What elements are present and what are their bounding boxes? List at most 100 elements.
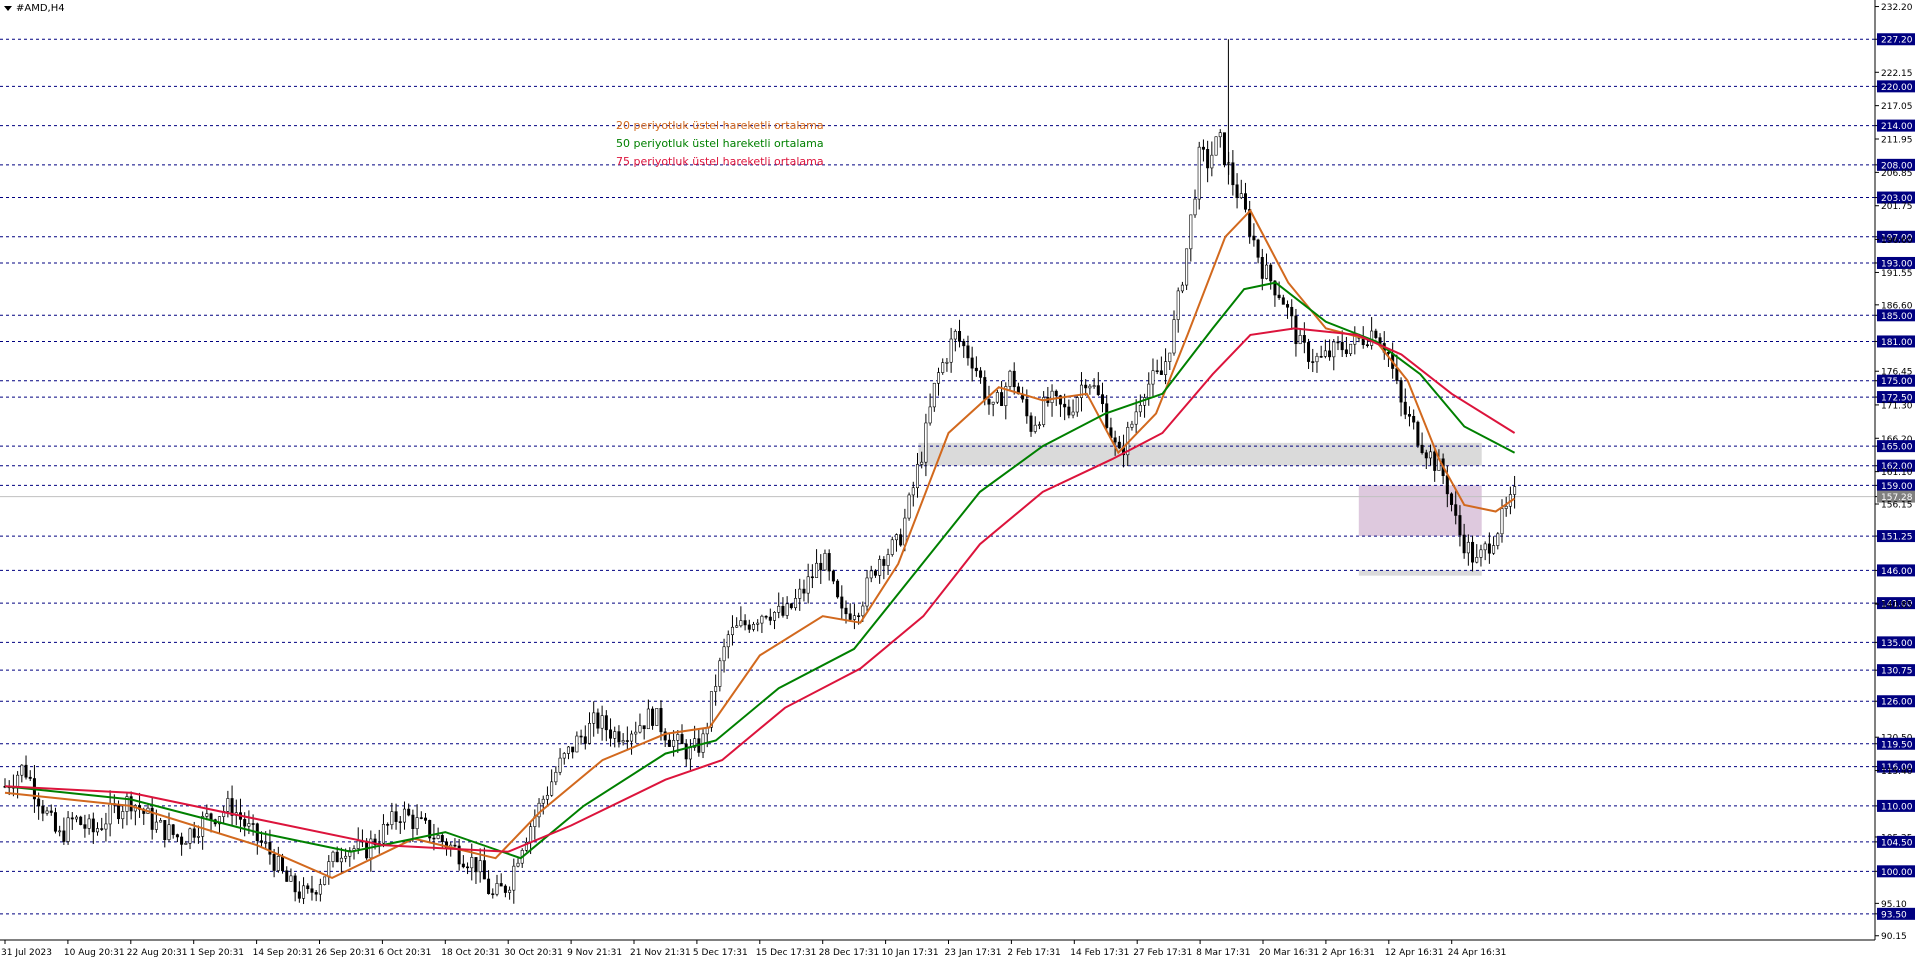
candle-body [840,596,844,609]
candle-body [1159,370,1163,375]
candle [1218,129,1222,148]
price-tick-label: 208.00 [1881,161,1913,171]
chart-title[interactable]: #AMD,H4 [4,3,65,14]
price-tick-label: 214.00 [1881,122,1913,132]
candle-body [398,821,402,823]
candle-body [499,883,503,887]
candle [159,817,163,823]
candle-body [45,810,49,814]
candle-body [604,715,608,731]
candle-body [869,570,873,579]
candle [621,733,625,746]
price-label-bg [1877,391,1915,404]
candle-body [276,856,280,871]
candle [1092,378,1096,389]
chevron-down-icon[interactable] [4,6,12,11]
price-label-bg [1877,256,1915,269]
candle [1458,505,1462,547]
candle-body [1113,437,1117,443]
price-label-bg [1877,597,1915,610]
candle [1113,430,1117,456]
candle [995,389,999,404]
candle [512,858,516,904]
candle [1231,150,1235,196]
price-label-bg [1877,80,1915,93]
price-label-bg [1877,737,1915,750]
candle [1407,406,1411,427]
price-tick-label: 203.00 [1881,194,1913,204]
candle-body [411,814,415,830]
price-tick-label: 100.00 [1881,868,1913,878]
candle-body [524,841,528,851]
candle [894,533,898,552]
candle [562,751,566,765]
candle [41,800,45,822]
candle-body [1479,549,1483,558]
candle [579,729,583,745]
candle-body [87,818,91,829]
candle-body [802,588,806,594]
candle-body [566,746,570,754]
candle-body [878,559,882,576]
candle [407,803,411,817]
candle [1302,322,1306,354]
candle-body [373,838,377,846]
candle-body [264,842,268,844]
candle-body [1071,411,1075,416]
candle [285,866,289,882]
candle [1496,532,1500,550]
candle [924,413,928,477]
candle-body [1033,424,1037,432]
price-label-bg [1877,374,1915,387]
candle-body [1155,370,1159,373]
candle-body [1349,343,1353,354]
candle-body [949,338,953,363]
candle-body [592,712,596,724]
price-tick-label: 135.00 [1881,639,1913,649]
candle-body [646,708,650,730]
candle [1428,444,1432,466]
candle [1365,339,1369,348]
price-label-bg [1877,158,1915,171]
candle-body [1492,545,1496,554]
ema-layer [4,208,1516,879]
candle [768,608,772,626]
candle-body [432,837,436,840]
candle-body [974,367,978,372]
price-label-bg [1877,865,1915,878]
candle [411,809,415,842]
candle [949,327,953,373]
candle-body [1273,280,1277,296]
candle-body [1092,385,1096,387]
candle-body [684,743,688,760]
candle [508,886,512,900]
candle-body [1214,136,1218,156]
candle [1033,416,1037,434]
candle [1088,384,1092,395]
candle-body [1328,350,1332,358]
candle-body [747,624,751,630]
candle-body [1450,493,1454,505]
candle-body [714,686,718,692]
candle-body [836,580,840,598]
candle-body [491,893,495,896]
candle [735,617,739,628]
candle [806,563,810,604]
candle [289,868,293,882]
time-tick-label: 23 Jan 17:31 [945,948,1002,958]
candle-body [1433,451,1437,471]
price-tick-label: 116.00 [1881,763,1913,773]
candle [1311,348,1315,373]
candle [558,748,562,776]
candle-body [983,377,987,400]
candle-body [1079,384,1083,398]
candle-body [243,819,247,827]
candle [1336,336,1340,351]
candle [1349,343,1353,357]
candle [180,832,184,856]
candle [1319,345,1323,358]
candle-body [508,889,512,893]
price-tick-label: 166.20 [1881,435,1913,445]
legend-ema20: 20 periyotluk üstel hareketli ortalama [616,119,824,132]
